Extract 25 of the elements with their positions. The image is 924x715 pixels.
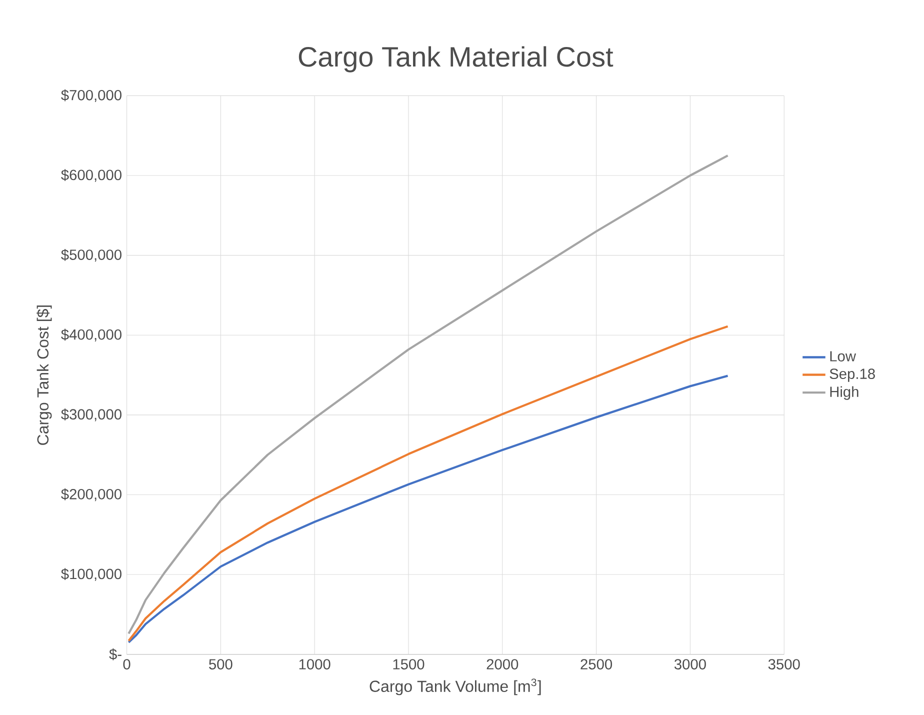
x-tick-label: 1000 — [299, 659, 330, 670]
legend-label: Sep.18 — [830, 368, 875, 382]
line-series — [128, 325, 729, 642]
x-axis-title: Cargo Tank Volume [m$^{3}$] — [370, 678, 541, 696]
x-tick-label: 3000 — [674, 659, 706, 670]
x-tick-label: 2000 — [486, 659, 518, 670]
legend-label: Low — [830, 351, 856, 362]
x-tick-label: 1500 — [393, 659, 424, 670]
y-tick-label: $- — [109, 648, 122, 660]
y-tick-label: $600,000 — [61, 169, 122, 182]
y-tick-label: $300,000 — [61, 408, 122, 422]
line-series — [128, 154, 729, 635]
x-tick-label: 0 — [123, 659, 130, 670]
x-tick-label: 2500 — [580, 659, 612, 670]
x-tick-label: 500 — [209, 659, 232, 670]
legend-label: High — [830, 386, 858, 400]
chart-title: Cargo Tank Material Cost — [298, 46, 614, 72]
line-series — [128, 374, 729, 644]
y-axis-title: Cargo Tank Cost [$] — [36, 305, 52, 445]
y-tick-label: $200,000 — [61, 488, 122, 502]
y-tick-label: $700,000 — [61, 89, 122, 102]
y-tick-label: $100,000 — [61, 568, 122, 581]
x-tick-label: 3500 — [768, 659, 800, 670]
y-tick-label: $400,000 — [61, 328, 122, 342]
y-tick-label: $500,000 — [61, 248, 122, 262]
